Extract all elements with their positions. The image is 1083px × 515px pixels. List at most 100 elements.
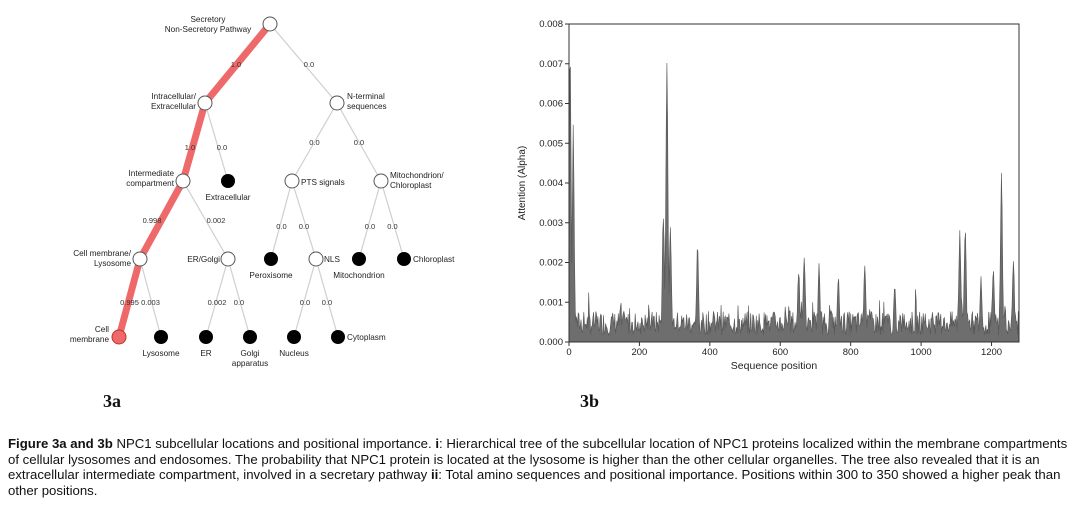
x-tick-label: 400	[702, 347, 718, 358]
tree-node-inter	[175, 173, 191, 189]
edge-prob-root_nterm: 0.0	[304, 60, 314, 69]
edge-prob-cellmem_cellmembrane: 0.995	[120, 298, 139, 307]
edge-prob-pts_perox: 0.0	[276, 222, 286, 231]
y-tick-label: 0.004	[539, 178, 563, 189]
x-tick-label: 1200	[981, 347, 1002, 358]
y-tick-label: 0.005	[539, 138, 563, 149]
edge-prob-nterm_pts: 0.0	[309, 138, 319, 147]
tree-path-root-intra	[201, 20, 274, 107]
edge-prob-ergolgi_er: 0.002	[208, 298, 227, 307]
tree-node-mito_chloro	[373, 173, 389, 189]
tree-node-extra	[221, 174, 235, 188]
node-label-mito_chloro: Mitochondrion/Chloroplast	[390, 171, 444, 190]
panel-label-3b: 3b	[580, 391, 600, 411]
edge-prob-ergolgi_golgi: 0.0	[234, 298, 244, 307]
tree-edge-nls-cyto	[315, 258, 339, 338]
y-tick-label: 0.002	[539, 258, 563, 269]
node-label-mito: Mitochondrion	[333, 271, 385, 280]
tree-path-inter-cellmem	[136, 177, 187, 263]
edge-prob-intra_inter: 1.0	[185, 143, 195, 152]
caption-part1: NPC1 subcellular locations and positiona…	[112, 436, 436, 451]
tree-node-chloro	[397, 252, 411, 266]
tree-node-cellmem	[132, 251, 148, 267]
node-label-chloro: Chloroplast	[413, 255, 455, 264]
tree-node-nucleus	[287, 330, 301, 344]
node-label-golgi: Golgi apparatus	[232, 349, 268, 368]
tree-edge-ergolgi-golgi	[227, 258, 251, 338]
node-label-er: ER	[200, 349, 211, 358]
tree-edge-cellmem-lyso	[139, 258, 162, 338]
x-tick-label: 600	[772, 347, 788, 358]
node-label-lyso: Lysosome	[142, 349, 179, 358]
tree-node-ergolgi	[220, 251, 236, 267]
y-tick-label: 0.003	[539, 218, 563, 229]
edge-prob-nls_cyto: 0.0	[322, 298, 332, 307]
tree-node-er	[199, 330, 213, 344]
x-tick-label: 200	[631, 347, 647, 358]
edge-prob-pts_nls: 0.0	[299, 222, 309, 231]
attention-series	[568, 62, 1020, 343]
edge-prob-inter_ergolgi: 0.002	[207, 216, 226, 225]
tree-node-perox	[264, 252, 278, 266]
tree-edge-ergolgi-er	[205, 258, 229, 338]
caption-part3: : Total amino sequences and positional i…	[8, 467, 1061, 498]
tree-edge-mito_chloro-chloro	[380, 180, 405, 260]
y-axis-title: Attention (Alpha)	[517, 146, 528, 221]
x-tick-label: 1000	[911, 347, 932, 358]
tree-node-intra	[197, 95, 213, 111]
figure-caption: Figure 3a and 3b NPC1 subcellular locati…	[8, 436, 1076, 498]
edge-prob-nls_nucleus: 0.0	[300, 298, 310, 307]
node-label-extra: Extracellular	[205, 193, 250, 202]
node-label-ergolgi: ER/Golgi	[187, 255, 220, 264]
subcellular-location-tree: 1.0 0.0 1.0 0.0 0.0 0.0 0.998 0.002 0.0 0.0 0.0 0.0…	[70, 15, 455, 368]
tree-node-mito	[352, 252, 366, 266]
node-label-nls: NLS	[324, 255, 340, 264]
tree-path-cellmem-cellmembrane	[115, 255, 144, 341]
attention-chart: 0.000 0.001 0.002 0.003 0.004 0.005 0.006 0.007…	[517, 19, 1020, 372]
edge-prob-nterm_mc: 0.0	[354, 138, 364, 147]
tree-node-lyso	[154, 330, 168, 344]
tree-node-golgi	[243, 330, 257, 344]
tree-edge-intra-extra	[204, 102, 229, 182]
caption-marker-ii: ii	[430, 467, 439, 483]
tree-edge-mito_chloro-mito	[358, 180, 382, 260]
tree-edge-nterm-mito_chloro	[336, 102, 382, 182]
tree-node-root	[262, 16, 278, 32]
tree-node-pts	[284, 173, 300, 189]
caption-heading: Figure 3a and 3b	[8, 436, 113, 451]
caption-part2: : Hierarchical tree of the subcellular l…	[8, 436, 1068, 483]
panel-label-3a: 3a	[103, 391, 121, 411]
tree-edge-nls-nucleus	[293, 258, 317, 338]
node-label-perox: Peroxisome	[249, 271, 293, 280]
tree-node-nterm	[329, 95, 345, 111]
tree-path-intra-inter	[179, 99, 209, 185]
node-label-root: Secretory Non-Secretory Pathway	[165, 15, 252, 34]
node-label-cyto: Cytoplasm	[347, 333, 386, 342]
tree-node-nls	[308, 251, 324, 267]
plot-frame	[568, 23, 1020, 343]
tree-edge-pts-nls	[291, 180, 317, 260]
node-label-inter: Intermediate compartment	[126, 169, 175, 188]
y-tick-label: 0.000	[539, 337, 563, 348]
tree-edge-root-nterm	[269, 23, 338, 104]
edge-prob-mc_mito: 0.0	[365, 222, 375, 231]
y-tick-label: 0.001	[539, 297, 563, 308]
y-tick-label: 0.007	[539, 59, 563, 70]
edge-prob-intra_extra: 0.0	[217, 143, 227, 152]
x-tick-label: 0	[566, 347, 571, 358]
node-label-cellmem: Cell membrane/Lysosome	[73, 249, 132, 268]
node-label-pts: PTS signals	[301, 178, 345, 187]
y-tick-label: 0.006	[539, 99, 563, 110]
tree-edge-inter-ergolgi	[182, 180, 229, 260]
node-label-nterm: N-terminal sequences	[347, 92, 387, 111]
tree-node-cyto	[331, 330, 345, 344]
node-label-cellmembrane: Cell membrane	[70, 325, 110, 344]
x-tick-label: 800	[843, 347, 859, 358]
edge-prob-inter_cellmem: 0.998	[143, 216, 162, 225]
edge-prob-root_intra: 1.0	[231, 60, 241, 69]
node-label-nucleus: Nucleus	[279, 349, 309, 358]
edge-prob-cellmem_lyso: 0.003	[141, 298, 160, 307]
tree-edge-nterm-pts	[291, 102, 338, 182]
y-tick-label: 0.008	[539, 19, 563, 30]
tree-edge-pts-perox	[270, 180, 293, 260]
